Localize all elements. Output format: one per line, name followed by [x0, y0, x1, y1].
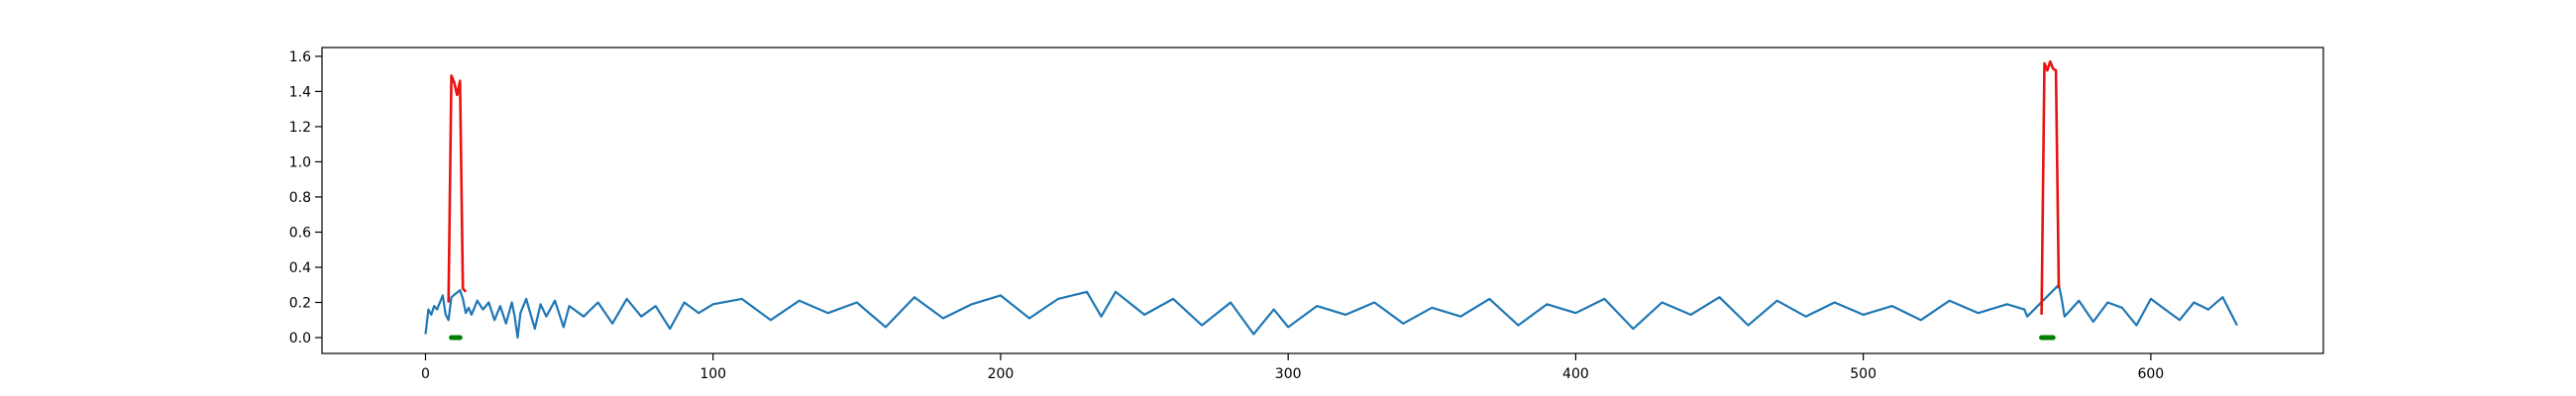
- x-tick-label: 0: [421, 366, 430, 382]
- signal-series-line: [424, 283, 2238, 340]
- x-tick-label: 600: [2137, 366, 2164, 382]
- x-tick-label: 100: [699, 366, 726, 382]
- y-tick-label: 0.6: [289, 225, 311, 241]
- anomaly-series-line: [2040, 59, 2061, 315]
- x-tick-label: 400: [1562, 366, 1589, 382]
- x-tick-label: 300: [1275, 366, 1302, 382]
- x-tick-label: 200: [988, 366, 1015, 382]
- y-tick-label: 1.4: [289, 84, 311, 100]
- y-tick-label: 1.2: [289, 120, 311, 136]
- y-axis: 0.0 0.2 0.4 0.6 0.8 1.0 1.2 1.4 1.6: [289, 50, 322, 346]
- y-tick-label: 0.4: [289, 260, 311, 276]
- x-axis: 0 100 200 300 400 500 600: [421, 353, 2164, 382]
- y-tick-label: 1.6: [289, 50, 311, 65]
- x-tick-label: 500: [1850, 366, 1877, 382]
- series-layer: [424, 59, 2238, 340]
- y-tick-label: 0.2: [289, 296, 311, 312]
- y-tick-label: 0.0: [289, 331, 311, 346]
- y-tick-label: 1.0: [289, 154, 311, 170]
- anomaly-series-line: [447, 74, 468, 303]
- y-tick-label: 0.8: [289, 190, 311, 206]
- plot-frame: [321, 47, 2324, 354]
